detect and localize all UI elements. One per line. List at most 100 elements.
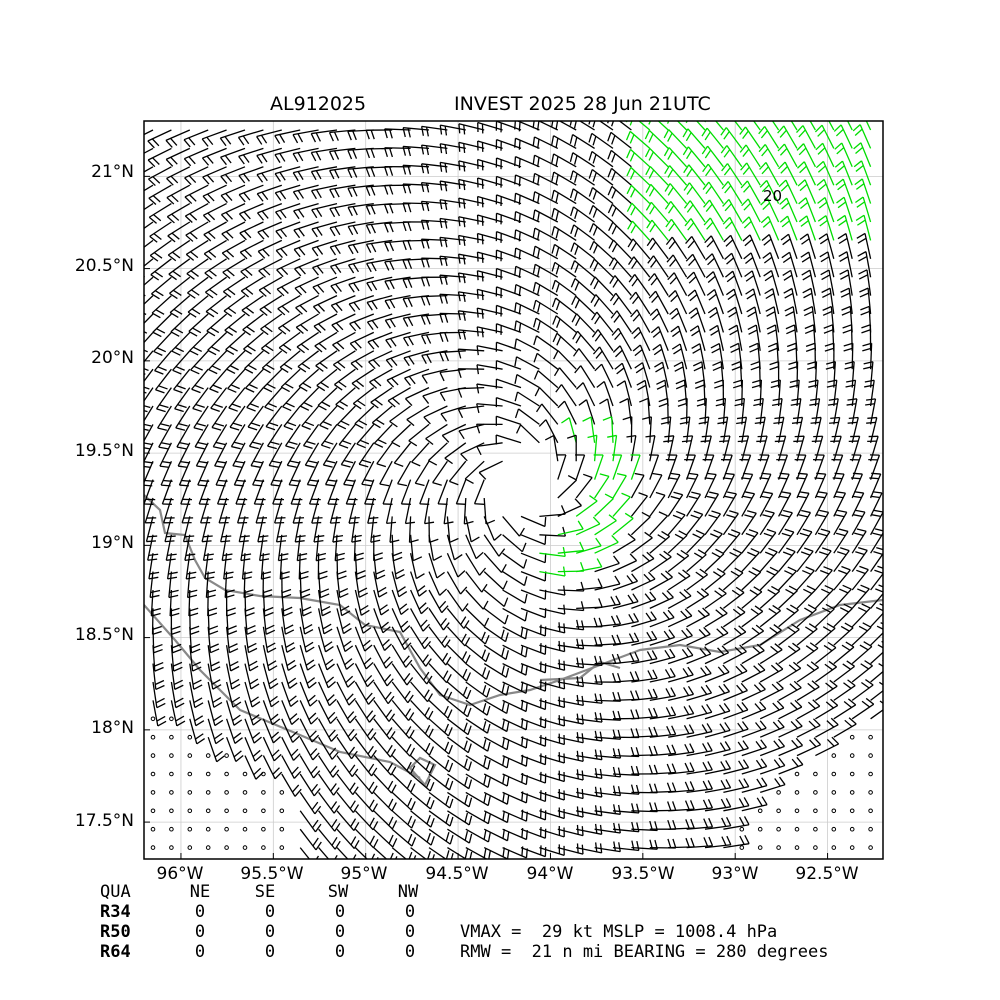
wind-barb	[457, 348, 485, 359]
wind-barb	[225, 589, 236, 617]
wind-barb	[704, 645, 730, 665]
wind-barb	[692, 361, 706, 388]
wind-barb	[495, 175, 522, 188]
wind-barb	[318, 847, 341, 859]
wind-barb	[665, 236, 688, 260]
wind-barb	[689, 325, 706, 351]
calm-point	[187, 790, 193, 795]
wind-barb	[607, 167, 632, 186]
wind-barb	[574, 365, 596, 388]
wind-barb	[553, 367, 577, 389]
calm-point	[868, 845, 873, 850]
wind-barb	[744, 270, 761, 296]
calm-point	[169, 771, 174, 777]
wind-barb	[539, 770, 565, 783]
wind-barb	[205, 295, 227, 318]
wind-barb	[328, 147, 356, 161]
wind-barb	[318, 681, 337, 707]
wind-barb	[572, 348, 596, 370]
wind-barb	[861, 324, 872, 351]
wind-barb	[723, 644, 747, 665]
wind-barb	[446, 516, 459, 543]
wind-barb	[275, 202, 301, 220]
wind-barb	[647, 273, 669, 296]
wind-barb	[851, 660, 873, 683]
wind-barb	[144, 313, 154, 334]
wind-barb	[704, 253, 724, 278]
wind-barb	[336, 571, 349, 599]
wind-barb	[741, 701, 767, 720]
wind-barb	[745, 288, 761, 315]
wind-barb	[821, 287, 835, 315]
wind-barb	[311, 184, 338, 200]
wind-barb	[207, 700, 224, 727]
wind-barb	[386, 368, 411, 388]
wind-barb	[642, 416, 652, 443]
wind-barb	[870, 659, 883, 683]
wind-barb	[833, 491, 847, 517]
wind-barb	[686, 510, 704, 536]
wind-barb	[428, 699, 453, 719]
wind-barb	[176, 424, 191, 450]
wind-barb	[593, 454, 604, 480]
wind-barb	[336, 663, 356, 688]
wind-barb	[532, 209, 559, 223]
wind-barb	[707, 306, 725, 333]
wind-barb	[557, 657, 585, 669]
wind-barb	[277, 534, 289, 562]
wind-barb	[667, 472, 681, 499]
wind-barb	[189, 700, 205, 727]
wind-barb	[293, 221, 319, 239]
wind-barb	[520, 515, 547, 528]
wind-barb	[281, 736, 301, 761]
wind-barb	[833, 660, 855, 683]
wind-barb	[575, 495, 598, 517]
wind-barb	[741, 662, 766, 683]
wind-barb	[384, 313, 411, 329]
wind-barb	[734, 397, 745, 425]
wind-barb	[660, 416, 672, 443]
wind-barb	[588, 150, 614, 168]
wind-barb	[159, 442, 172, 469]
wind-barb	[684, 454, 696, 480]
wind-barb	[257, 202, 283, 221]
wind-barb	[686, 799, 714, 812]
wind-barb	[319, 405, 338, 430]
wind-barb	[257, 221, 283, 240]
wind-barb	[833, 641, 855, 665]
calm-point	[849, 790, 855, 795]
wind-barb	[683, 200, 706, 223]
wind-barb	[365, 147, 393, 159]
wind-barb	[839, 269, 853, 296]
wind-barb	[421, 125, 448, 137]
wind-barb	[352, 387, 375, 410]
wind-barb	[514, 210, 540, 224]
wind-barb	[354, 791, 378, 813]
wind-barb	[302, 424, 320, 449]
wind-barb	[514, 265, 540, 278]
wind-barb	[851, 547, 868, 572]
wind-barb	[813, 454, 825, 480]
wind-barb	[576, 693, 603, 704]
wind-barb	[151, 295, 172, 319]
wind-barb	[645, 183, 669, 205]
wind-barb	[301, 405, 320, 430]
wind-barb	[420, 313, 448, 325]
wind-barb	[238, 184, 264, 203]
wind-barb	[723, 778, 750, 794]
wind-barb	[354, 773, 378, 795]
wind-barb	[815, 641, 837, 665]
wind-barb	[539, 825, 565, 838]
wind-barb	[704, 510, 722, 536]
wind-barb	[515, 424, 540, 444]
wind-barb	[629, 291, 651, 315]
wind-barb	[268, 442, 283, 468]
wind-barb	[796, 491, 810, 517]
wind-barb	[299, 608, 314, 635]
wind-barb	[220, 147, 246, 166]
wind-barb	[658, 397, 669, 425]
row-label-r50: R50	[100, 922, 131, 942]
wind-barb	[447, 755, 472, 772]
wind-barb	[185, 239, 209, 261]
